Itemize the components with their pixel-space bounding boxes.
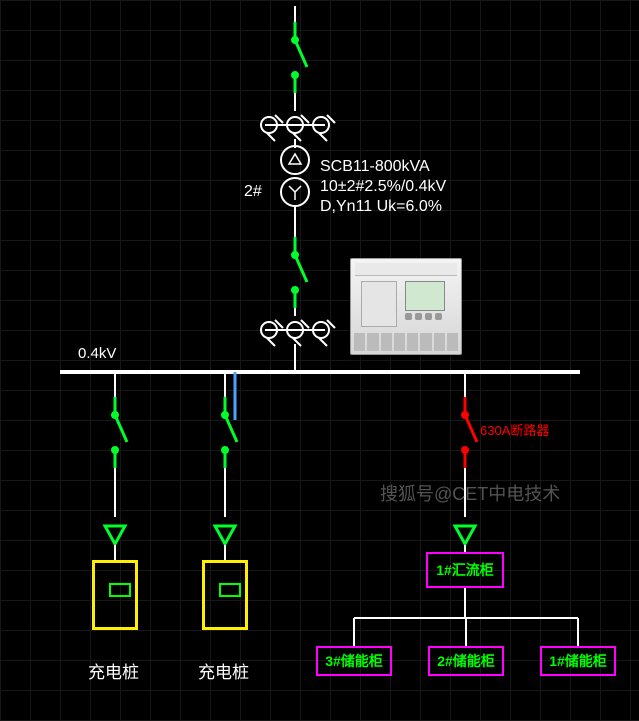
charger-1-caption: 充电桩 xyxy=(88,658,139,683)
storage-2-label: 2#储能柜 xyxy=(437,651,495,671)
din-meter-device xyxy=(350,258,462,355)
charger-2-caption: 充电桩 xyxy=(198,658,249,683)
combiner-box: 1#汇流柜 xyxy=(426,552,504,588)
transformer-label: 2# xyxy=(244,183,262,201)
storage-1-label: 1#储能柜 xyxy=(549,651,607,671)
storage-box-3: 3#储能柜 xyxy=(316,646,392,676)
storage-box-1: 1#储能柜 xyxy=(540,646,616,676)
combiner-label: 1#汇流柜 xyxy=(436,560,494,580)
watermark: 搜狐号@CET中电技术 xyxy=(380,480,560,506)
storage-3-label: 3#储能柜 xyxy=(325,651,383,671)
transformer-spec-line3: D,Yn11 Uk=6.0% xyxy=(320,198,442,216)
charger-box-2 xyxy=(202,560,248,630)
single-line-diagram: 2# SCB11-800kVA 10±2#2.5%/0.4kV D,Yn11 U… xyxy=(0,0,639,721)
bus-voltage-label: 0.4kV xyxy=(78,345,116,362)
charger-box-1 xyxy=(92,560,138,630)
breaker-label: 630A断路器 xyxy=(480,420,549,439)
storage-box-2: 2#储能柜 xyxy=(428,646,504,676)
transformer-spec-line2: 10±2#2.5%/0.4kV xyxy=(320,178,446,196)
transformer-spec-line1: SCB11-800kVA xyxy=(320,158,430,176)
